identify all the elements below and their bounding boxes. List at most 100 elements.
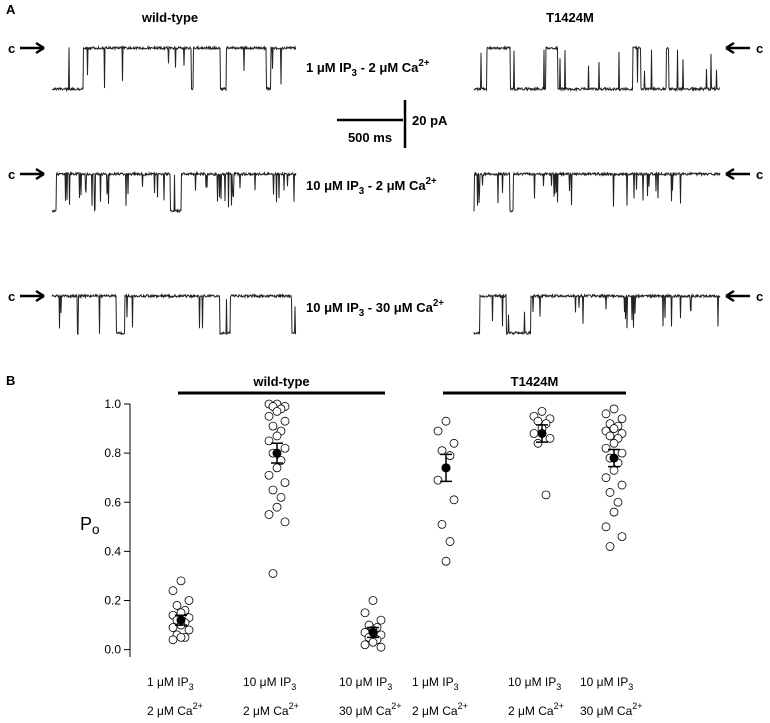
data-point bbox=[368, 596, 378, 605]
text-part: 2+ bbox=[433, 298, 444, 309]
y-tick-label: 0.4 bbox=[104, 544, 121, 558]
text-part: 3 bbox=[387, 682, 392, 692]
arrow bbox=[20, 167, 45, 181]
data-point bbox=[437, 446, 447, 456]
group-label: wild-type bbox=[252, 374, 309, 389]
data-point bbox=[617, 448, 627, 458]
text-part: 1 μM IP bbox=[147, 675, 189, 689]
arrow bbox=[725, 167, 750, 181]
data-point bbox=[601, 522, 611, 532]
text-part: 2 μM Ca bbox=[147, 704, 193, 718]
y-tick-label: 0.2 bbox=[104, 594, 121, 608]
data-point bbox=[601, 473, 611, 483]
data-point bbox=[280, 478, 290, 488]
scale-label: 20 pA bbox=[412, 113, 448, 128]
data-point bbox=[184, 596, 194, 605]
text-part: 3 bbox=[628, 682, 633, 692]
text-part: 3 bbox=[291, 682, 296, 692]
data-point bbox=[605, 488, 615, 497]
data-point bbox=[280, 517, 290, 527]
data-point bbox=[449, 495, 459, 505]
data-point bbox=[368, 637, 378, 647]
data-point bbox=[168, 586, 178, 596]
text-part: 3 bbox=[359, 308, 365, 319]
data-point bbox=[537, 406, 547, 416]
data-point bbox=[533, 416, 543, 426]
x-tick-label: 30 μM Ca2+ bbox=[580, 701, 643, 718]
text-part: 1 μM IP bbox=[306, 60, 352, 75]
text-part: 2+ bbox=[554, 701, 564, 711]
x-tick-label: 10 μM IP3 bbox=[243, 675, 296, 692]
data-point bbox=[609, 438, 619, 448]
text-part: 30 μM Ca bbox=[580, 704, 633, 718]
data-point bbox=[605, 542, 615, 551]
x-tick-label: 1 μM IP3 bbox=[147, 675, 194, 692]
arrow bbox=[725, 289, 750, 303]
y-tick-label: 0.8 bbox=[104, 446, 121, 460]
data-point bbox=[445, 537, 455, 546]
text-part: 10 μM IP bbox=[508, 675, 556, 689]
data-point bbox=[264, 470, 274, 480]
group-label: T1424M bbox=[511, 374, 559, 389]
arrow bbox=[725, 41, 750, 55]
closed-marker: c bbox=[8, 167, 15, 182]
arrow bbox=[20, 289, 45, 303]
y-axis-label: Po bbox=[80, 514, 100, 537]
panel-label: A bbox=[6, 2, 16, 17]
panel-label: B bbox=[6, 373, 15, 388]
condition-label: 10 μM IP3 - 2 μM Ca2+ bbox=[306, 176, 437, 197]
data-point bbox=[541, 490, 551, 500]
data-point bbox=[360, 640, 370, 650]
text-part: o bbox=[92, 522, 100, 537]
data-point bbox=[441, 416, 451, 426]
data-point bbox=[617, 480, 627, 490]
data-point bbox=[445, 451, 455, 460]
arrow bbox=[20, 41, 45, 55]
data-point bbox=[268, 569, 278, 578]
text-part: 3 bbox=[359, 186, 365, 197]
text-part: - 2 μM Ca bbox=[357, 60, 419, 75]
data-point bbox=[617, 414, 627, 424]
data-point bbox=[441, 556, 451, 566]
text-part: 2+ bbox=[193, 701, 203, 711]
mean-point bbox=[609, 453, 619, 463]
data-point bbox=[264, 411, 274, 421]
data-point bbox=[613, 497, 623, 507]
y-tick-label: 1.0 bbox=[104, 397, 121, 411]
text-part: 2 μM Ca bbox=[508, 704, 554, 718]
closed-marker: c bbox=[756, 41, 763, 56]
text-part: - 2 μM Ca bbox=[364, 178, 426, 193]
data-point bbox=[433, 426, 443, 436]
data-point bbox=[176, 632, 186, 642]
data-point bbox=[449, 438, 459, 448]
mean-point bbox=[272, 448, 282, 458]
data-point bbox=[433, 475, 443, 485]
data-point bbox=[376, 642, 386, 652]
x-tick-label: 2 μM Ca2+ bbox=[508, 701, 564, 718]
mean-point bbox=[368, 627, 378, 637]
x-tick-label: 2 μM Ca2+ bbox=[147, 701, 203, 718]
current-trace bbox=[51, 170, 297, 214]
data-point bbox=[176, 576, 186, 586]
data-point bbox=[280, 443, 290, 453]
condition-label: 10 μM IP3 - 30 μM Ca2+ bbox=[306, 298, 444, 319]
x-tick-label: 30 μM Ca2+ bbox=[339, 701, 402, 718]
y-tick-label: 0.0 bbox=[104, 643, 121, 657]
condition-label: 1 μM IP3 - 2 μM Ca2+ bbox=[306, 58, 430, 79]
data-point bbox=[168, 635, 178, 645]
current-trace bbox=[473, 292, 721, 336]
text-part: 3 bbox=[556, 682, 561, 692]
text-part: 1 μM IP bbox=[412, 675, 454, 689]
text-part: 2+ bbox=[632, 701, 642, 711]
text-part: 3 bbox=[189, 682, 194, 692]
text-part: 2 μM Ca bbox=[412, 704, 458, 718]
trace-title: T1424M bbox=[546, 10, 594, 25]
data-point bbox=[272, 431, 282, 441]
mean-point bbox=[176, 615, 186, 625]
data-point bbox=[529, 429, 539, 438]
current-trace bbox=[51, 44, 297, 92]
x-tick-label: 10 μM IP3 bbox=[580, 675, 633, 692]
text-part: 30 μM Ca bbox=[339, 704, 392, 718]
text-part: 10 μM IP bbox=[339, 675, 387, 689]
